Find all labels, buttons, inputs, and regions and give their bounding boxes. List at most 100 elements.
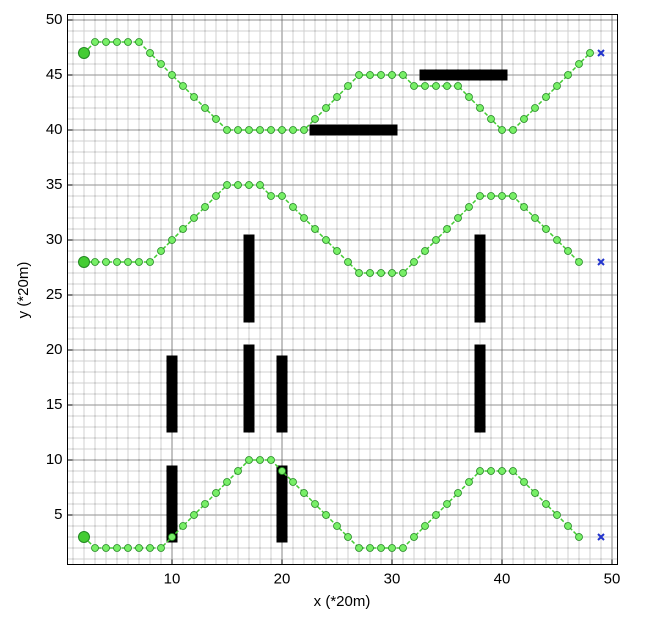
y-axis-label: y (*20m) [15, 262, 32, 319]
path-point [377, 269, 385, 277]
path-point [190, 214, 198, 222]
path-point [421, 522, 429, 530]
path-point [157, 247, 165, 255]
obstacle [419, 69, 508, 81]
path-point [102, 258, 110, 266]
path-point [146, 544, 154, 552]
path-point [245, 456, 253, 464]
path-point [311, 115, 319, 123]
path-point [333, 247, 341, 255]
path-point [168, 533, 176, 541]
path-point [102, 544, 110, 552]
path-point [223, 181, 231, 189]
path-point [432, 236, 440, 244]
start-point [78, 256, 90, 268]
goal-point [597, 49, 605, 57]
path-point [553, 236, 561, 244]
path-point [432, 82, 440, 90]
path-point [168, 71, 176, 79]
path-point [179, 225, 187, 233]
path-point [300, 126, 308, 134]
path-point [344, 533, 352, 541]
path-point [366, 544, 374, 552]
path-point [476, 192, 484, 200]
path-point [289, 126, 297, 134]
path-point [487, 115, 495, 123]
path-point [256, 456, 264, 464]
path-point [443, 500, 451, 508]
path-point [410, 258, 418, 266]
y-tick-label: 10 [46, 451, 63, 468]
path-point [311, 225, 319, 233]
path-point [520, 478, 528, 486]
path-point [124, 544, 132, 552]
path-point [520, 203, 528, 211]
y-tick-label: 25 [46, 286, 63, 303]
path-point [377, 71, 385, 79]
path-point [113, 258, 121, 266]
path-point [256, 181, 264, 189]
path-point [465, 478, 473, 486]
path-point [355, 544, 363, 552]
path-point [201, 500, 209, 508]
path-point [168, 236, 176, 244]
path-point [564, 247, 572, 255]
path-point [245, 126, 253, 134]
path-point [575, 258, 583, 266]
path-point [553, 82, 561, 90]
path-point [278, 192, 286, 200]
path-point [146, 258, 154, 266]
path-point [575, 60, 583, 68]
path-point [256, 126, 264, 134]
path-point [157, 544, 165, 552]
path-point [531, 214, 539, 222]
path-point [267, 126, 275, 134]
path-point [454, 489, 462, 497]
y-tick-label: 15 [46, 396, 63, 413]
path-point [432, 511, 440, 519]
path-point [388, 544, 396, 552]
obstacle [309, 124, 398, 136]
plot-frame [67, 14, 618, 565]
path-point [333, 93, 341, 101]
path-point [190, 93, 198, 101]
obstacle [276, 355, 288, 433]
path-point [487, 467, 495, 475]
path-point [333, 522, 341, 530]
obstacle [474, 234, 486, 323]
path-point [91, 258, 99, 266]
path-point [300, 489, 308, 497]
path-point [289, 478, 297, 486]
path-point [146, 49, 154, 57]
path-point [454, 82, 462, 90]
path-point [366, 269, 374, 277]
path-point [344, 258, 352, 266]
path-point [124, 38, 132, 46]
path-point [509, 467, 517, 475]
path-point [322, 511, 330, 519]
path-point [201, 104, 209, 112]
path-point [124, 258, 132, 266]
path-point [454, 214, 462, 222]
obstacle [243, 344, 255, 433]
x-tick-label: 10 [164, 570, 181, 587]
path-point [234, 181, 242, 189]
x-tick-label: 40 [494, 570, 511, 587]
path-point [542, 225, 550, 233]
path-point [355, 71, 363, 79]
path-point [542, 93, 550, 101]
path-point [509, 192, 517, 200]
path-point [300, 214, 308, 222]
path-point [399, 269, 407, 277]
path-point [289, 203, 297, 211]
path-point [410, 82, 418, 90]
y-tick-label: 20 [46, 341, 63, 358]
path-point [476, 467, 484, 475]
path-point [179, 522, 187, 530]
path-point [91, 544, 99, 552]
path-point [135, 258, 143, 266]
x-axis-label: x (*20m) [314, 593, 371, 610]
path-point [465, 203, 473, 211]
obstacle [243, 234, 255, 323]
path-point [135, 544, 143, 552]
